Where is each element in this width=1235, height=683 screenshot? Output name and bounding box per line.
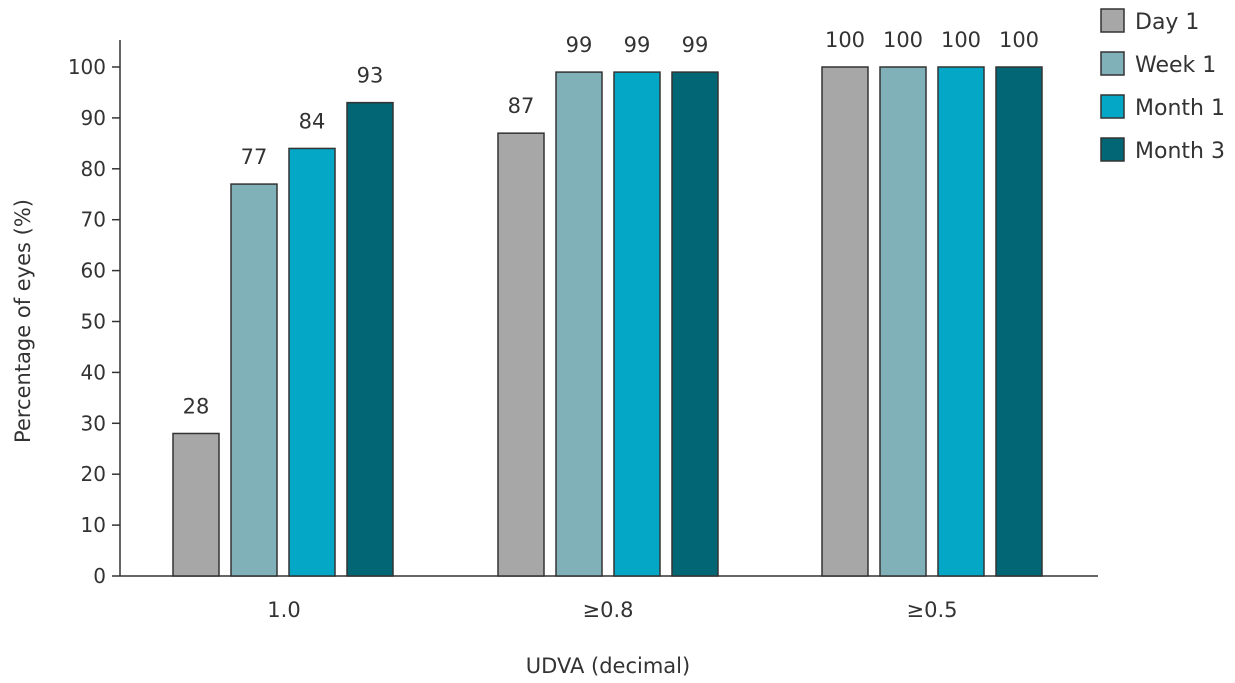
bar-month-1	[288, 147, 336, 577]
data-label: 100	[941, 28, 981, 52]
x-category-label: ≥0.8	[583, 598, 634, 622]
bar-day-1	[172, 432, 220, 577]
bar-month-3	[995, 66, 1043, 577]
bar-day-1	[497, 132, 545, 577]
bar-week-1	[879, 66, 927, 577]
y-tick-label: 0	[93, 564, 106, 588]
data-label: 87	[508, 94, 535, 118]
data-labels: 28 87 100 77 99 100 84 99 100 93 99 100	[183, 28, 1039, 418]
y-tick-label: 50	[81, 310, 106, 334]
bar-month-3	[346, 101, 394, 577]
legend-swatch	[1100, 51, 1125, 76]
y-tick-label: 70	[81, 208, 106, 232]
legend-label: Month 3	[1135, 139, 1225, 164]
data-label: 84	[299, 109, 326, 133]
data-label: 99	[566, 33, 593, 57]
bar-week-1	[555, 71, 603, 577]
data-label: 100	[999, 28, 1039, 52]
bar-month-3	[671, 71, 719, 577]
y-tick-label: 80	[81, 157, 106, 181]
data-label: 100	[825, 28, 865, 52]
data-label: 99	[624, 33, 651, 57]
y-tick-label: 40	[81, 360, 106, 384]
bar-month-1	[613, 71, 661, 577]
legend-label: Week 1	[1135, 53, 1216, 78]
x-axis-title: UDVA (decimal)	[526, 654, 690, 678]
bar-week-1	[230, 183, 278, 577]
data-label: 99	[682, 33, 709, 57]
x-category-label: 1.0	[267, 598, 300, 622]
y-axis-title: Percentage of eyes (%)	[11, 199, 35, 443]
y-tick-label: 20	[81, 462, 106, 486]
legend-swatch	[1100, 8, 1125, 33]
legend-label: Month 1	[1135, 96, 1225, 121]
legend-label: Day 1	[1135, 10, 1199, 35]
y-tick-label: 100	[68, 55, 106, 79]
data-label: 100	[883, 28, 923, 52]
data-label: 77	[241, 145, 268, 169]
bars	[172, 66, 1043, 577]
bar-day-1	[821, 66, 869, 577]
y-tick-label: 60	[81, 259, 106, 283]
legend: Day 1 Week 1 Month 1 Month 3	[1100, 8, 1225, 164]
x-category-label: ≥0.5	[907, 598, 958, 622]
legend-swatch	[1100, 94, 1125, 119]
axes: 0 10 20 30 40 50 60 70 80 90 100 1.0 ≥0.8 ≥0.5	[68, 40, 1098, 622]
data-label: 93	[357, 64, 384, 88]
bar-month-1	[937, 66, 985, 577]
y-tick-label: 10	[81, 513, 106, 537]
legend-swatch	[1100, 137, 1125, 162]
y-tick-label: 90	[81, 106, 106, 130]
data-label: 28	[183, 394, 210, 418]
y-tick-label: 30	[81, 411, 106, 435]
